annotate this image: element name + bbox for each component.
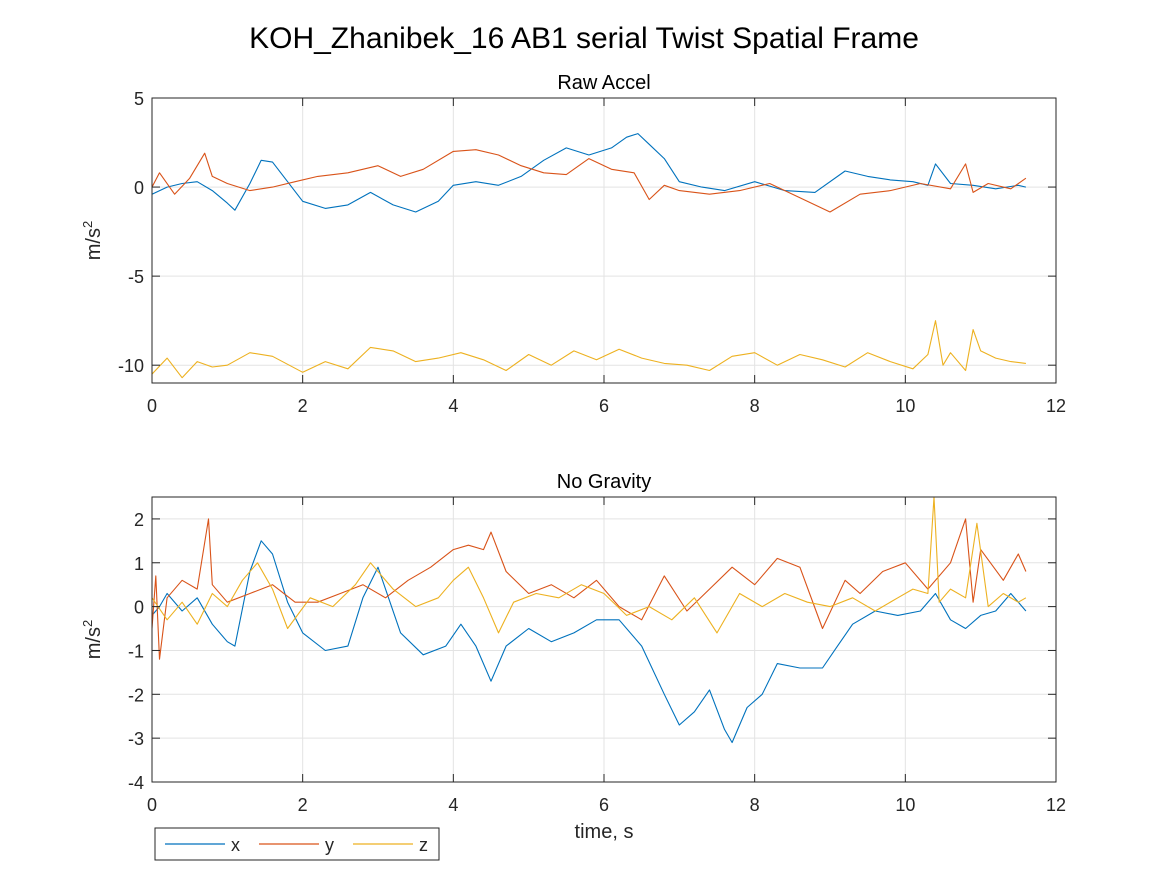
x-tick-label: 8 bbox=[750, 795, 760, 815]
subplot-title: Raw Accel bbox=[557, 72, 650, 94]
y-tick-label: -1 bbox=[128, 641, 144, 661]
subplot-title: No Gravity bbox=[557, 471, 651, 493]
x-tick-label: 10 bbox=[895, 795, 915, 815]
x-tick-label: 0 bbox=[147, 795, 157, 815]
series-group bbox=[152, 133, 1027, 379]
y-tick-label: -4 bbox=[128, 773, 144, 793]
x-tick-label: 6 bbox=[599, 396, 609, 416]
x-tick-label: 0 bbox=[147, 396, 157, 416]
x-tick-label: 12 bbox=[1046, 795, 1066, 815]
series-line-x bbox=[152, 133, 1027, 213]
y-axis-label: m/s2 bbox=[80, 620, 105, 659]
y-tick-label: -5 bbox=[128, 267, 144, 287]
figure-title: KOH_Zhanibek_16 AB1 serial Twist Spatial… bbox=[249, 22, 919, 55]
series-group bbox=[152, 497, 1027, 744]
series-line-z bbox=[152, 320, 1026, 379]
y-tick-label: -10 bbox=[118, 356, 144, 376]
x-tick-label: 10 bbox=[895, 396, 915, 416]
y-tick-label: 5 bbox=[134, 89, 144, 109]
series-line-y bbox=[152, 149, 1027, 213]
y-tick-label: 2 bbox=[134, 510, 144, 530]
x-tick-label: 2 bbox=[298, 795, 308, 815]
y-tick-label: -2 bbox=[128, 685, 144, 705]
series-line-x bbox=[152, 540, 1027, 744]
y-tick-label: 0 bbox=[134, 178, 144, 198]
x-axis-label: time, s bbox=[575, 821, 634, 843]
y-tick-label: 1 bbox=[134, 554, 144, 574]
series-line-y bbox=[152, 518, 1027, 660]
legend-label-x: x bbox=[231, 835, 240, 855]
y-tick-label: 0 bbox=[134, 598, 144, 618]
y-axis-label: m/s2 bbox=[80, 221, 105, 260]
x-tick-label: 8 bbox=[750, 396, 760, 416]
x-tick-label: 4 bbox=[448, 396, 458, 416]
raw-accel-axes: 0 2 4 6 8 10 12 5 0 -5 -10 Raw Accel m/s2 bbox=[80, 72, 1066, 416]
x-tick-label: 12 bbox=[1046, 396, 1066, 416]
x-tick-label: 6 bbox=[599, 795, 609, 815]
y-tick-label: -3 bbox=[128, 729, 144, 749]
legend: x y z bbox=[154, 827, 440, 861]
legend-label-y: y bbox=[325, 835, 334, 855]
series-line-z bbox=[152, 497, 1027, 634]
x-tick-label: 4 bbox=[448, 795, 458, 815]
legend-label-z: z bbox=[419, 835, 428, 855]
x-tick-label: 2 bbox=[298, 396, 308, 416]
